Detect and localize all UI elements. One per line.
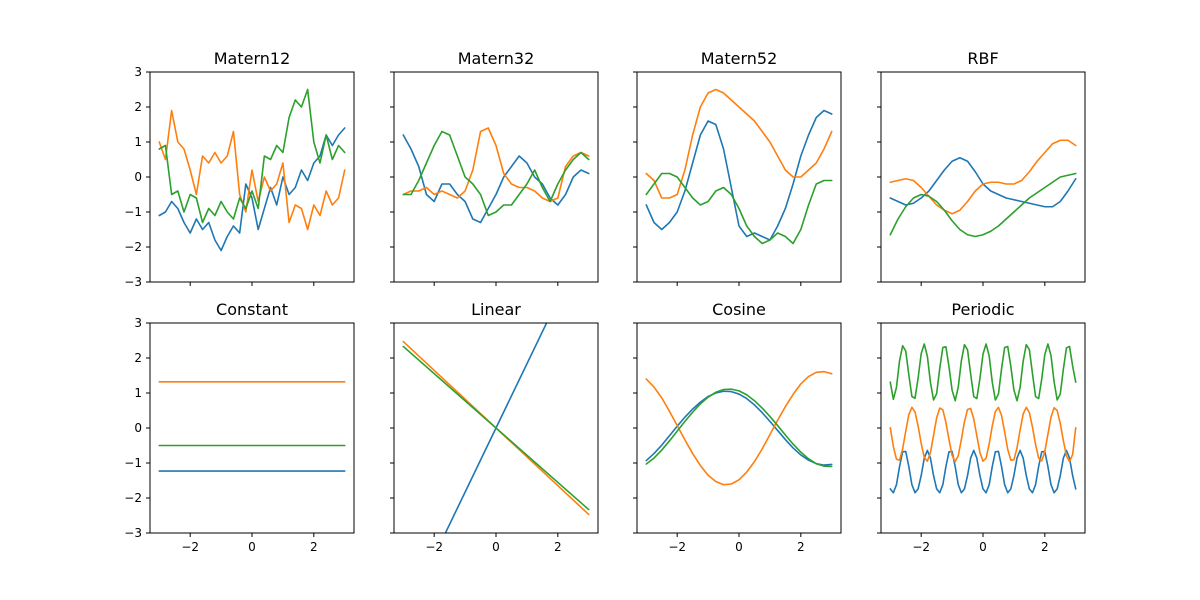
series-line-3	[402, 345, 590, 511]
x-tick-label: 2	[1041, 540, 1049, 554]
series-line-3	[402, 130, 590, 217]
y-tick-label: −3	[124, 275, 142, 289]
x-tick-label: 2	[310, 540, 318, 554]
y-tick-label: 3	[134, 316, 142, 330]
x-tick-label: 0	[248, 540, 256, 554]
series-line-3	[889, 343, 1077, 402]
subplot-title: Matern32	[458, 49, 535, 68]
subplot-matern32: Matern32	[390, 49, 599, 286]
y-tick-label: 0	[134, 421, 142, 435]
subplot-title: Matern12	[214, 49, 291, 68]
series-line-1	[889, 449, 1077, 494]
axes-frame	[636, 322, 842, 534]
subplot-cosine: Cosine −2 0 2	[633, 300, 842, 554]
x-tick-label: −2	[668, 540, 686, 554]
series-line-1	[402, 134, 590, 224]
y-tick-label: −1	[124, 456, 142, 470]
series-line-2	[889, 139, 1077, 215]
series-line-1	[158, 127, 346, 252]
subplot-linear: Linear −2 0 2	[390, 300, 599, 554]
series-line-1	[645, 109, 833, 241]
x-tick-label: −2	[425, 540, 443, 554]
y-tick-label: −1	[124, 205, 142, 219]
subplot-matern12: Matern12 −3 −2 −1 0 1 2 3	[124, 49, 355, 289]
series-line-3	[889, 172, 1077, 238]
y-tick-label: −2	[124, 491, 142, 505]
subplot-matern52: Matern52	[633, 49, 842, 286]
x-tick-label: 2	[797, 540, 805, 554]
y-tick-label: −2	[124, 240, 142, 254]
subplot-rbf: RBF	[877, 49, 1086, 286]
x-tick-label: 0	[979, 540, 987, 554]
subplot-title: RBF	[967, 49, 998, 68]
axes-frame	[149, 322, 355, 534]
y-tick-label: 0	[134, 170, 142, 184]
series-line-2	[158, 109, 346, 231]
series-line-2	[645, 88, 833, 199]
y-tick-label: −3	[124, 526, 142, 540]
y-tick-label: 2	[134, 100, 142, 114]
series-line-2	[889, 406, 1077, 463]
subplot-title: Constant	[216, 300, 288, 319]
series-line-3	[645, 172, 833, 245]
y-tick-label: 2	[134, 351, 142, 365]
x-tick-label: 0	[492, 540, 500, 554]
subplot-title: Linear	[471, 300, 521, 319]
series-line-2	[645, 370, 833, 486]
subplot-constant: Constant −3 −2 −1 0 1 2 3 −2 0 2	[124, 300, 355, 554]
y-tick-label: 3	[134, 65, 142, 79]
x-tick-label: 0	[735, 540, 743, 554]
y-tick-label: 1	[134, 135, 142, 149]
x-tick-label: −2	[181, 540, 199, 554]
x-tick-label: 2	[554, 540, 562, 554]
axes-frame	[149, 71, 355, 283]
subplot-periodic: Periodic −2 0 2	[877, 300, 1086, 554]
axes-frame	[880, 71, 1086, 283]
series-line-1	[889, 156, 1077, 208]
axes-frame	[393, 71, 599, 283]
y-tick-label: 1	[134, 386, 142, 400]
series-line-3	[645, 388, 833, 468]
series-line-3	[158, 88, 346, 224]
x-tick-label: −2	[912, 540, 930, 554]
axes-frame	[636, 71, 842, 283]
series-line-2	[402, 127, 590, 203]
subplot-title: Matern52	[701, 49, 778, 68]
subplot-title: Periodic	[951, 300, 1014, 319]
subplot-title: Cosine	[712, 300, 766, 319]
